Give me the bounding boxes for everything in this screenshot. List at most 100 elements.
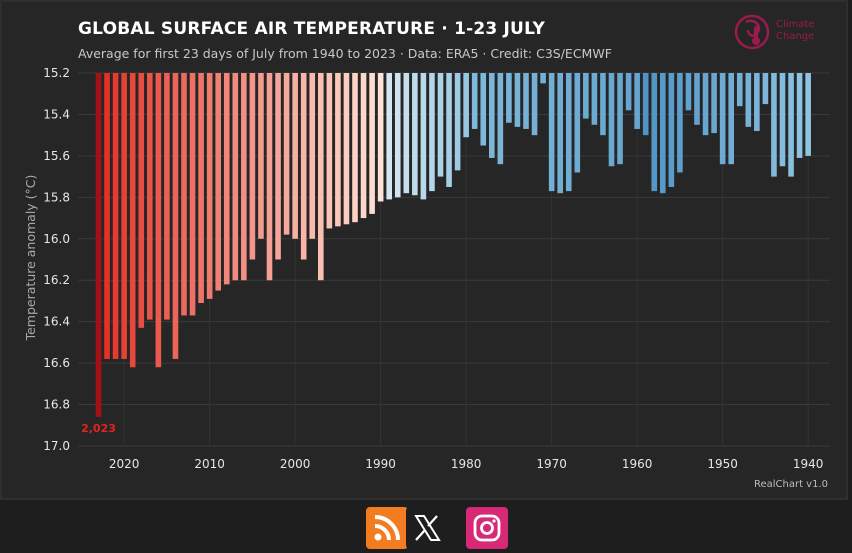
bar-1998 (309, 73, 316, 239)
instagram-button[interactable] (466, 507, 508, 549)
bar-2012 (189, 73, 196, 316)
y-tick-label: 16.4 (43, 315, 70, 329)
logo-line-2: Change (776, 31, 815, 42)
chart-title: GLOBAL SURFACE AIR TEMPERATURE · 1-23 JU… (78, 19, 545, 39)
bar-1995 (335, 73, 341, 227)
bar-1961 (625, 73, 632, 111)
bar-2006 (241, 73, 247, 281)
bar-1979 (471, 73, 478, 129)
bar-1959 (642, 73, 649, 136)
y-tick-label: 15.6 (43, 149, 70, 163)
bar-1981 (454, 73, 461, 171)
bar-1969 (557, 73, 563, 194)
bar-1988 (394, 73, 401, 198)
bar-2000 (292, 73, 298, 239)
bar-1974 (514, 73, 521, 127)
bar-1991 (369, 73, 375, 214)
logo-line-1: Climate (776, 19, 815, 30)
bar-1982 (446, 73, 452, 187)
bar-2001 (283, 73, 290, 235)
bar-1975 (506, 73, 512, 123)
bar-1949 (728, 73, 734, 165)
y-tick-label: 15.8 (43, 190, 70, 204)
x-tick-label: 1970 (536, 457, 567, 471)
bar-1962 (617, 73, 623, 165)
bar-1990 (377, 73, 384, 202)
bar-2004 (258, 73, 264, 239)
bar-1984 (429, 73, 435, 192)
bar-1942 (788, 73, 794, 177)
x-button[interactable] (406, 507, 448, 549)
chart-credit: RealChart v1.0 (753, 479, 828, 490)
x-tick-label: 2010 (194, 457, 225, 471)
rss-button[interactable] (366, 507, 408, 549)
bar-1997 (318, 73, 324, 281)
bar-1972 (531, 73, 538, 136)
y-tick-label: 15.4 (43, 107, 70, 121)
bar-1965 (591, 73, 598, 125)
climate-change-logo-icon (734, 14, 770, 50)
temperature-bar-chart: 15.2 15.4 15.6 15.8 16.0 16.2 16.4 16.6 16.8 17.0… (23, 66, 830, 471)
bar-1954 (685, 73, 692, 111)
bar-2005 (249, 73, 256, 260)
bar-1944 (771, 73, 777, 177)
bar-2018 (138, 73, 145, 328)
bar-1967 (574, 73, 581, 173)
bar-1986 (412, 73, 418, 196)
bar-2023 (95, 73, 102, 417)
bar-1977 (489, 73, 495, 158)
bar-1996 (326, 73, 333, 229)
bar-1973 (523, 73, 529, 129)
y-tick-label: 16.8 (43, 398, 70, 412)
y-tick-label: 17.0 (43, 439, 70, 453)
bar-2022 (104, 73, 110, 359)
bar-2010 (206, 73, 213, 299)
bar-1957 (660, 73, 666, 194)
y-tick-label: 16.6 (43, 356, 70, 370)
bar-1970 (548, 73, 555, 192)
bar-2021 (112, 73, 119, 359)
bar-1953 (694, 73, 700, 125)
bar-1950 (719, 73, 726, 165)
bar-2016 (155, 73, 162, 368)
bar-1968 (565, 73, 572, 192)
x-tick-label: 2020 (109, 457, 140, 471)
bar-2007 (232, 73, 239, 281)
bar-1989 (386, 73, 392, 200)
bar-1978 (480, 73, 487, 146)
bar-1994 (343, 73, 350, 225)
y-tick-label: 16.2 (43, 273, 70, 287)
bar-1951 (711, 73, 717, 134)
bar-2002 (275, 73, 281, 260)
y-tick-label: 16.0 (43, 232, 70, 246)
x-tick-label: 1940 (793, 457, 824, 471)
y-tick-label: 15.2 (43, 66, 70, 80)
bar-1943 (779, 73, 786, 167)
logo-text: Climate Change (776, 19, 814, 43)
chart-subtitle: Average for first 23 days of July from 1… (78, 46, 612, 61)
bar-1992 (360, 73, 367, 219)
annotation-label: 2,023 (81, 422, 116, 435)
bar-1971 (540, 73, 546, 84)
bar-1958 (651, 73, 658, 192)
instagram-icon (473, 514, 501, 542)
bar-1956 (668, 73, 675, 187)
bar-2011 (198, 73, 204, 304)
x-logo-icon (414, 515, 441, 541)
bar-1947 (745, 73, 752, 127)
bar-1946 (754, 73, 760, 132)
bar-1940 (805, 73, 811, 156)
bar-2020 (121, 73, 127, 359)
x-tick-label: 1960 (622, 457, 653, 471)
bar-2009 (215, 73, 221, 291)
x-tick-label: 1990 (365, 457, 396, 471)
bar-1963 (608, 73, 615, 167)
bar-1941 (796, 73, 803, 158)
x-tick-label: 1980 (451, 457, 482, 471)
bar-1952 (702, 73, 709, 136)
bar-1945 (762, 73, 769, 105)
bar-1948 (736, 73, 743, 107)
bar-1993 (352, 73, 358, 223)
bar-1955 (677, 73, 683, 173)
bar-1983 (437, 73, 444, 177)
